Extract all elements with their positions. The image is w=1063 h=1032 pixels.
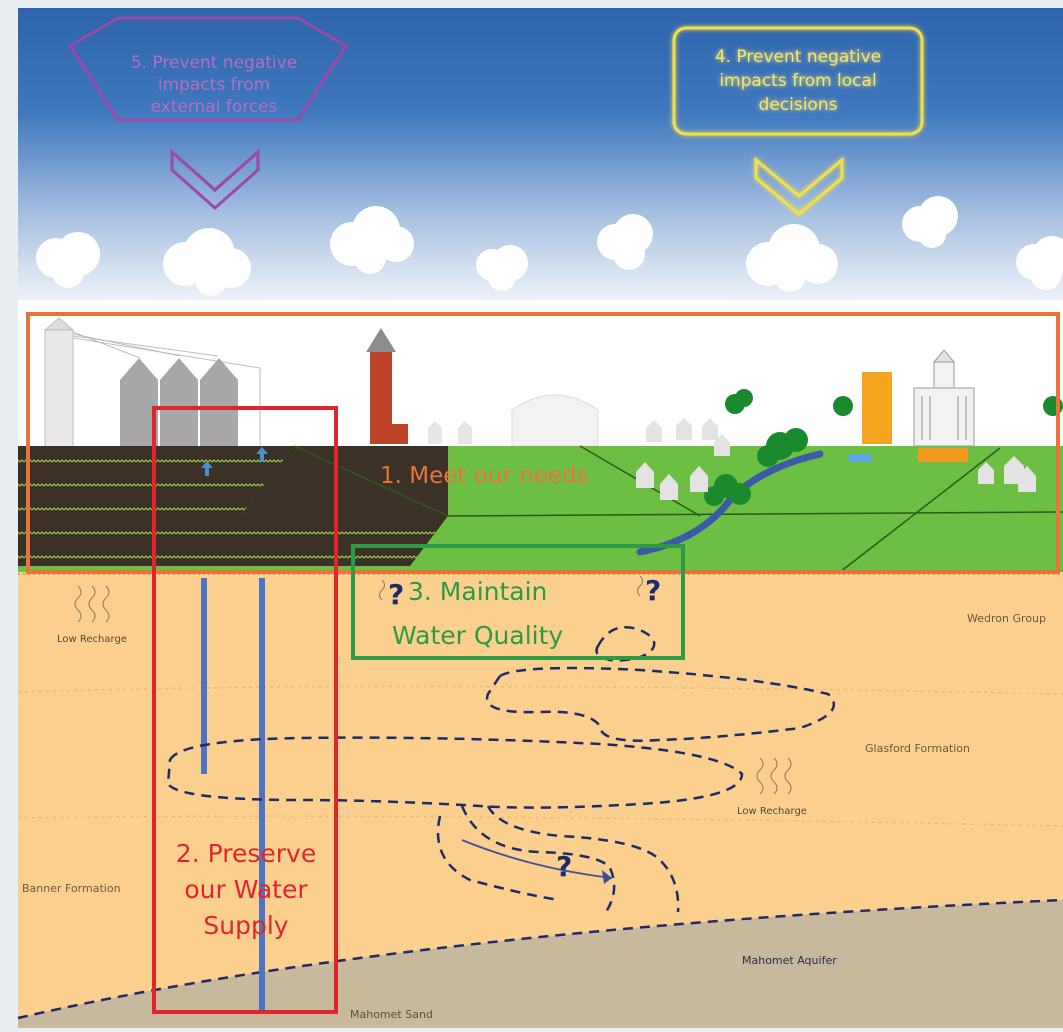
goal-3-line-1: 3. Maintain <box>408 577 547 606</box>
label-mahomet-aquifer: Mahomet Aquifer <box>742 954 837 967</box>
label-mahomet-sand: Mahomet Sand <box>350 1008 433 1021</box>
quality-question-right: ? <box>645 574 661 607</box>
mahomet-sand <box>18 900 1063 1028</box>
goal-4-box: 4. Prevent negative impacts from local d… <box>672 26 924 216</box>
goal-3-line-2: Water Quality <box>392 621 563 650</box>
recharge-arrows-center <box>756 757 792 795</box>
houses <box>636 418 1036 500</box>
goal-5-line-3: external forces <box>150 97 277 117</box>
quality-question-left: ? <box>388 578 404 611</box>
goal-2-box <box>152 406 338 1014</box>
goal-1-box <box>26 312 1060 574</box>
goal-4-line-2: impacts from local <box>719 71 876 91</box>
goal-4-line-3: decisions <box>759 95 838 115</box>
goal-1-label: 1. Meet our needs <box>380 463 589 489</box>
recharge-label-center: Low Recharge <box>737 806 807 817</box>
recharge-arrows-left <box>74 585 110 623</box>
goal-2-line-2: our Water <box>184 875 308 904</box>
label-banner-formation: Banner Formation <box>22 882 121 895</box>
clouds <box>36 196 1063 296</box>
goal-3-box <box>351 544 685 660</box>
goal-5-hexagon: 5. Prevent negative impacts from externa… <box>67 16 349 211</box>
surface-stream <box>636 450 824 556</box>
goal-2-line-3: Supply <box>203 911 288 940</box>
flow-question-mark: ? <box>556 850 572 883</box>
bus <box>918 448 968 462</box>
contaminant-plumes <box>166 626 836 913</box>
goal-5-line-2: impacts from <box>158 75 270 95</box>
goal-2-line-1: 2. Preserve <box>176 839 316 868</box>
recharge-label-left: Low Recharge <box>57 634 127 645</box>
goal-5-line-1: 5. Prevent negative <box>131 53 297 73</box>
surface-buildings <box>43 317 975 451</box>
label-glasford-formation: Glasford Formation <box>865 742 970 755</box>
goal-4-line-1: 4. Prevent negative <box>715 47 881 67</box>
label-wedron-group: Wedron Group <box>967 612 1046 625</box>
